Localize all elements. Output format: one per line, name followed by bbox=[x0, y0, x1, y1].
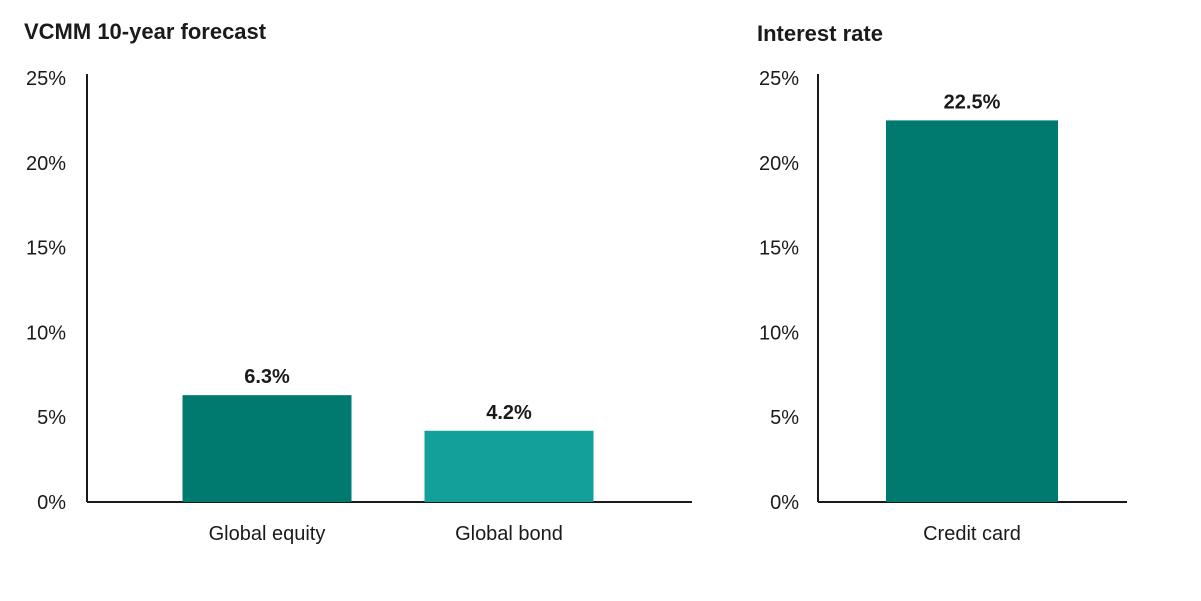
y-tick-label: 0% bbox=[770, 492, 799, 514]
chart-title: VCMM 10-year forecast bbox=[24, 19, 267, 44]
bar-value-label: 6.3% bbox=[244, 366, 290, 388]
y-tick-label: 10% bbox=[26, 322, 66, 344]
y-tick-label: 10% bbox=[759, 322, 799, 344]
y-tick-label: 15% bbox=[759, 238, 799, 260]
chart-title: Interest rate bbox=[757, 21, 883, 46]
x-category-label: Global equity bbox=[209, 523, 326, 545]
y-tick-label: 5% bbox=[37, 407, 66, 429]
y-tick-label: 20% bbox=[26, 153, 66, 175]
x-category-label: Credit card bbox=[923, 523, 1021, 545]
bar-value-label: 4.2% bbox=[486, 402, 532, 424]
bar bbox=[424, 430, 594, 502]
y-tick-label: 25% bbox=[26, 68, 66, 90]
y-tick-label: 25% bbox=[759, 68, 799, 90]
bar bbox=[182, 395, 352, 502]
y-tick-label: 15% bbox=[26, 238, 66, 260]
bar-value-label: 22.5% bbox=[944, 91, 1001, 113]
y-tick-label: 0% bbox=[37, 492, 66, 514]
bar bbox=[886, 120, 1058, 503]
y-tick-label: 20% bbox=[759, 153, 799, 175]
x-category-label: Global bond bbox=[455, 523, 563, 545]
y-tick-label: 5% bbox=[770, 407, 799, 429]
